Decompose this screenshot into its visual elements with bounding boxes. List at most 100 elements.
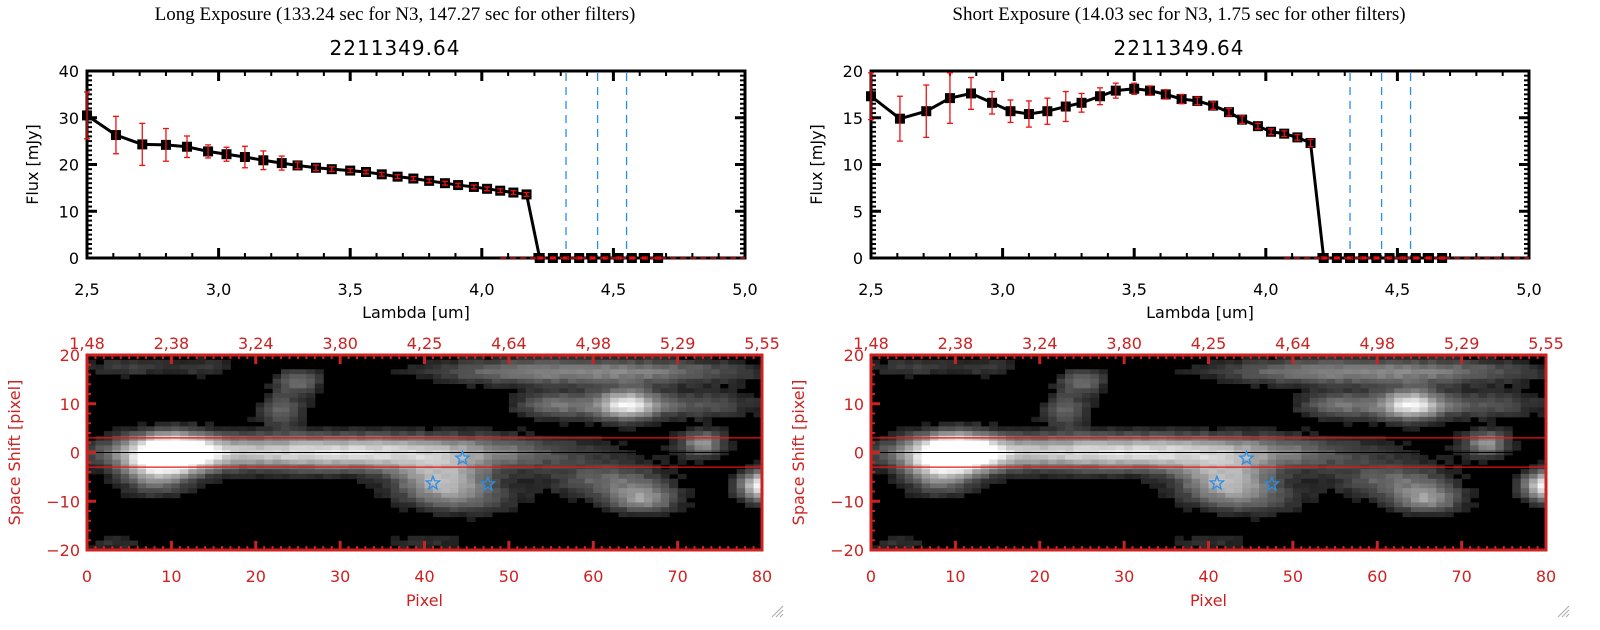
image-pixel xyxy=(103,478,113,484)
image-pixel xyxy=(567,412,577,418)
image-pixel xyxy=(1512,397,1522,404)
image-pixel xyxy=(1166,459,1176,465)
image-pixel xyxy=(1056,469,1066,475)
image-pixel xyxy=(997,435,1007,442)
image-pixel xyxy=(1318,383,1328,389)
image-pixel xyxy=(1436,502,1446,508)
image-pixel xyxy=(887,469,897,475)
image-pixel xyxy=(1486,402,1496,408)
image-pixel xyxy=(281,388,290,394)
image-pixel xyxy=(997,454,1007,461)
image-pixel xyxy=(1453,507,1463,513)
image-pixel xyxy=(1073,397,1083,404)
image-pixel xyxy=(264,469,274,475)
image-pixel xyxy=(306,426,316,432)
image-pixel xyxy=(576,445,586,451)
image-pixel xyxy=(1081,388,1091,394)
image-pixel xyxy=(1343,473,1353,480)
image-pixel xyxy=(1335,369,1344,375)
image-pixel xyxy=(1259,359,1269,366)
image-pixel xyxy=(373,459,383,465)
image-pixel xyxy=(1115,454,1125,461)
image-pixel xyxy=(171,440,181,446)
image-pixel xyxy=(1343,359,1353,366)
image-pixel xyxy=(660,412,670,418)
image-pixel xyxy=(627,502,636,508)
image-pixel xyxy=(1090,459,1100,465)
image-pixel xyxy=(669,440,679,446)
image-pixel xyxy=(264,407,274,413)
image-pixel xyxy=(601,488,611,494)
image-pixel xyxy=(955,445,965,451)
image-pixel xyxy=(997,369,1007,375)
resize-grip-icon[interactable] xyxy=(770,604,784,618)
image-pixel xyxy=(205,364,215,370)
y-tick-label: 30 xyxy=(59,109,79,128)
image-pixel xyxy=(1419,502,1429,508)
image-pixel xyxy=(492,383,501,389)
image-pixel xyxy=(1436,364,1446,370)
image-pixel xyxy=(1402,407,1412,413)
image-pixel xyxy=(517,445,527,451)
image-pixel xyxy=(1276,445,1285,451)
image-pixel xyxy=(196,478,206,484)
image-pixel xyxy=(1115,435,1125,442)
image-pixel xyxy=(584,412,594,418)
image-pixel xyxy=(1233,492,1243,499)
image-pixel xyxy=(517,383,527,389)
image-pixel xyxy=(1351,478,1361,484)
image-pixel xyxy=(103,540,113,546)
image-pixel xyxy=(230,440,240,446)
image-pixel xyxy=(1512,359,1522,366)
image-pixel xyxy=(1385,359,1395,366)
image-pixel xyxy=(1394,488,1404,494)
image-pixel xyxy=(896,454,906,461)
image-pixel xyxy=(441,492,451,499)
image-pixel xyxy=(963,459,973,465)
image-pixel xyxy=(281,445,290,451)
image-pixel xyxy=(466,492,476,499)
image-pixel xyxy=(669,364,679,370)
image-pixel xyxy=(238,473,248,480)
image-pixel xyxy=(179,454,189,461)
image-pixel xyxy=(686,412,695,418)
image-pixel xyxy=(390,459,400,465)
image-pixel xyxy=(1225,483,1235,489)
image-pixel xyxy=(1343,435,1353,442)
image-pixel xyxy=(593,416,603,423)
image-pixel xyxy=(1512,369,1522,375)
image-pixel xyxy=(188,445,198,451)
image-pixel xyxy=(1250,440,1260,446)
image-pixel xyxy=(1284,383,1294,389)
image-pixel xyxy=(1191,473,1201,480)
image-pixel xyxy=(1318,407,1328,413)
image-pixel xyxy=(525,435,535,442)
image-pixel xyxy=(660,388,670,394)
image-pixel xyxy=(1115,426,1125,432)
image-pixel xyxy=(1124,426,1134,432)
image-pixel xyxy=(610,393,620,399)
image-pixel xyxy=(1250,511,1260,518)
image-pixel xyxy=(745,393,755,399)
image-pixel xyxy=(95,454,105,461)
image-pixel xyxy=(154,364,164,370)
image-pixel xyxy=(1461,488,1471,494)
image-pixel xyxy=(357,440,366,446)
image-pixel xyxy=(120,426,130,432)
image-pixel xyxy=(272,440,282,446)
image-pixel xyxy=(441,459,451,465)
image-pixel xyxy=(1436,407,1446,413)
image-pixel xyxy=(373,445,383,451)
image-pixel xyxy=(955,483,965,489)
image-pixel xyxy=(432,378,442,385)
x-tick-label: 60 xyxy=(583,567,603,586)
image-pixel xyxy=(534,388,544,394)
image-pixel xyxy=(1081,431,1091,437)
image-pixel xyxy=(458,369,468,375)
image-pixel xyxy=(1436,416,1446,423)
image-pixel xyxy=(610,378,620,385)
resize-grip-icon[interactable] xyxy=(1556,604,1570,618)
image-pixel xyxy=(584,407,594,413)
image-pixel xyxy=(660,397,670,404)
image-pixel xyxy=(281,397,290,404)
